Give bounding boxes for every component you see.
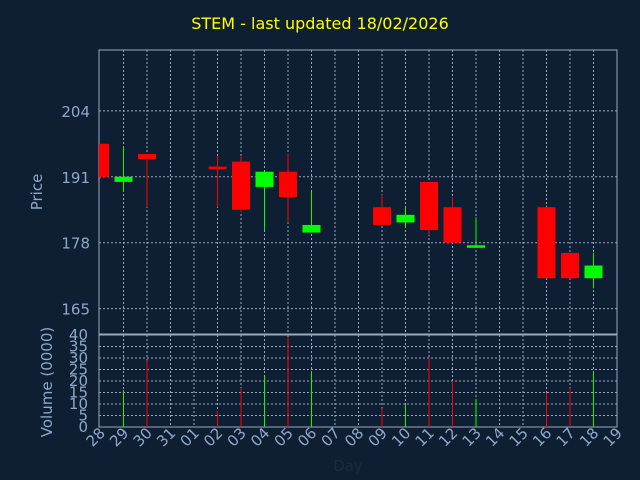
x-tick-label: 11 <box>412 424 438 450</box>
x-tick-label: 15 <box>506 424 532 450</box>
volume-tick-label: 10 <box>69 395 88 413</box>
volume-tick-label: 25 <box>69 361 88 379</box>
candle-body <box>467 245 485 248</box>
volume-tick-label: 20 <box>69 372 88 390</box>
x-tick-label: 17 <box>553 424 579 450</box>
x-tick-label: 06 <box>294 424 320 450</box>
candle-body <box>99 143 109 177</box>
volume-tick-label: 0 <box>78 418 88 436</box>
x-tick-label: 30 <box>130 424 156 450</box>
price-tick-label: 165 <box>61 301 90 319</box>
x-tick-label: 14 <box>482 424 508 450</box>
volume-tick-label: 30 <box>69 349 88 367</box>
candle-body <box>584 265 603 279</box>
x-tick-label: 01 <box>177 424 203 450</box>
x-tick-label: 12 <box>435 424 461 450</box>
volume-tick-label: 40 <box>69 326 88 344</box>
x-axis-label: Day <box>333 457 363 475</box>
x-tick-label: 07 <box>318 424 344 450</box>
x-tick-label: 08 <box>341 424 367 450</box>
volume-axis-label: Volume (0000) <box>38 327 56 437</box>
price-tick-label: 204 <box>61 103 90 121</box>
candle-body <box>232 161 250 210</box>
candle-body <box>373 207 391 225</box>
candle-body <box>279 171 297 198</box>
candle-body <box>561 252 579 279</box>
candle-body <box>396 214 415 223</box>
x-tick-label: 13 <box>459 424 485 450</box>
x-tick-label: 16 <box>529 424 555 450</box>
candle-body <box>138 153 156 160</box>
candle-body <box>302 224 321 233</box>
candle-body <box>114 176 133 182</box>
candle-body <box>208 166 227 170</box>
x-tick-label: 29 <box>106 424 132 450</box>
price-tick-label: 178 <box>61 235 90 253</box>
x-tick-label: 03 <box>224 424 250 450</box>
candle-body <box>537 207 556 279</box>
chart-title: STEM - last updated 18/02/2026 <box>191 14 449 33</box>
x-tick-label: 31 <box>153 424 179 450</box>
price-tick-label: 191 <box>61 169 90 187</box>
volume-tick-label: 5 <box>78 407 88 425</box>
price-axis-label: Price <box>28 174 46 211</box>
x-tick-label: 05 <box>271 424 297 450</box>
x-tick-label: 02 <box>200 424 226 450</box>
volume-tick-label: 15 <box>69 384 88 402</box>
x-tick-label: 18 <box>576 424 602 450</box>
volume-tick-label: 35 <box>69 338 88 356</box>
x-tick-label: 04 <box>247 424 273 450</box>
x-tick-label: 10 <box>388 424 414 450</box>
candle-body <box>443 207 462 243</box>
x-tick-label: 19 <box>600 424 626 450</box>
candle-body <box>255 171 274 187</box>
x-tick-label: 09 <box>365 424 391 450</box>
candle-body <box>420 181 438 231</box>
